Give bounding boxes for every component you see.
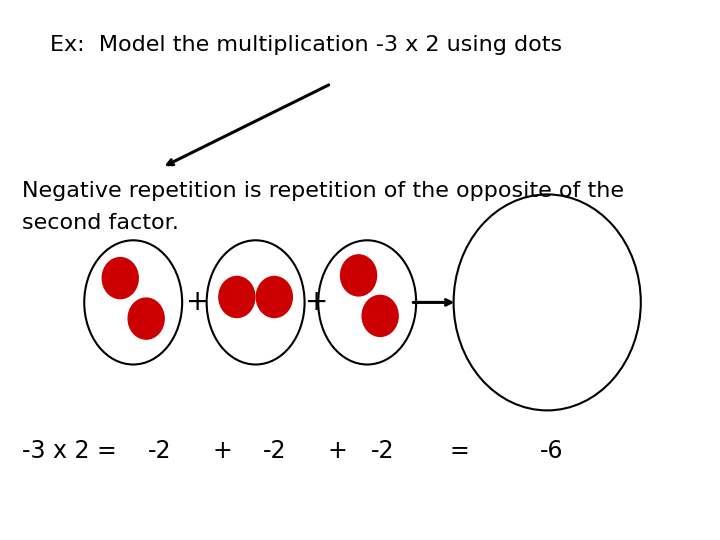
Ellipse shape <box>256 276 292 318</box>
Ellipse shape <box>102 258 138 299</box>
Text: -6: -6 <box>540 439 564 463</box>
Ellipse shape <box>362 295 398 336</box>
Text: -2: -2 <box>148 439 171 463</box>
Ellipse shape <box>219 276 255 318</box>
Text: -2: -2 <box>263 439 287 463</box>
Text: Ex:  Model the multiplication -3 x 2 using dots: Ex: Model the multiplication -3 x 2 usin… <box>50 35 562 55</box>
Text: +: + <box>305 288 328 316</box>
Text: -2: -2 <box>371 439 395 463</box>
Text: Negative repetition is repetition of the opposite of the: Negative repetition is repetition of the… <box>22 181 624 201</box>
Text: second factor.: second factor. <box>22 213 179 233</box>
Text: =: = <box>450 439 469 463</box>
Text: +: + <box>328 439 347 463</box>
Text: +: + <box>212 439 232 463</box>
Ellipse shape <box>341 255 377 296</box>
Text: -3 x 2 =: -3 x 2 = <box>22 439 117 463</box>
Ellipse shape <box>128 298 164 339</box>
Text: +: + <box>186 288 210 316</box>
